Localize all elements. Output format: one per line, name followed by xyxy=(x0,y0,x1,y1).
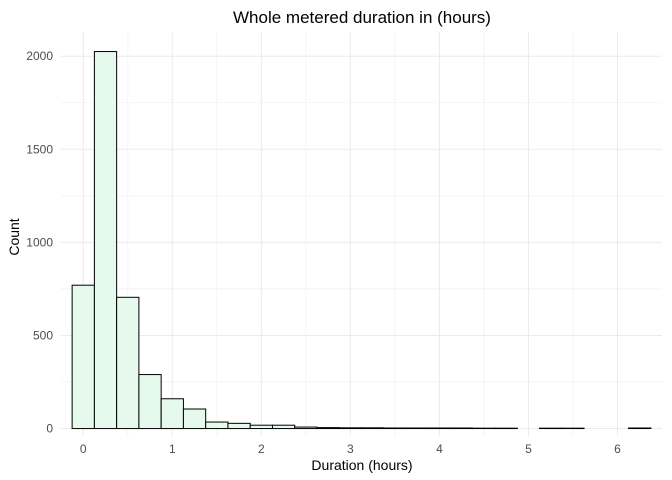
x-axis-title: Duration (hours) xyxy=(311,457,412,473)
histogram-bar xyxy=(138,374,162,430)
y-tick-label: 1000 xyxy=(26,235,53,249)
histogram-bar xyxy=(227,422,251,430)
histogram-bar xyxy=(182,408,207,430)
y-axis-title: Count xyxy=(6,218,22,255)
histogram-bar xyxy=(361,427,385,430)
tick-labels: 0 1 2 3 4 5 6 0 500 1000 1500 2000 xyxy=(26,49,621,456)
x-tick-label: 4 xyxy=(436,442,443,456)
x-tick-label: 6 xyxy=(614,442,621,456)
histogram-bar xyxy=(205,421,229,430)
histogram-bar xyxy=(338,427,363,430)
histogram-bar xyxy=(271,424,296,430)
x-tick-label: 3 xyxy=(347,442,354,456)
chart-title: Whole metered duration in (hours) xyxy=(233,8,491,27)
x-tick-label: 5 xyxy=(525,442,532,456)
x-tick-label: 2 xyxy=(258,442,265,456)
histogram-bar xyxy=(383,427,407,430)
x-tick-label: 1 xyxy=(169,442,176,456)
histogram-bar xyxy=(71,284,95,430)
histogram-bar xyxy=(160,398,184,430)
histogram-bar xyxy=(116,296,140,430)
histogram-bar xyxy=(405,427,429,430)
histogram-bar xyxy=(316,427,340,430)
histogram-bar xyxy=(294,426,318,430)
histogram-bar xyxy=(450,427,474,430)
histogram-bar xyxy=(93,51,118,430)
x-tick-label: 0 xyxy=(80,442,87,456)
histogram-bars xyxy=(71,51,652,430)
histogram-bar xyxy=(628,427,652,430)
y-tick-label: 1500 xyxy=(26,142,53,156)
y-tick-label: 2000 xyxy=(26,49,53,63)
y-tick-label: 500 xyxy=(33,328,53,342)
y-tick-label: 0 xyxy=(46,422,53,436)
histogram-bar xyxy=(249,424,273,430)
histogram-bar xyxy=(427,427,452,430)
